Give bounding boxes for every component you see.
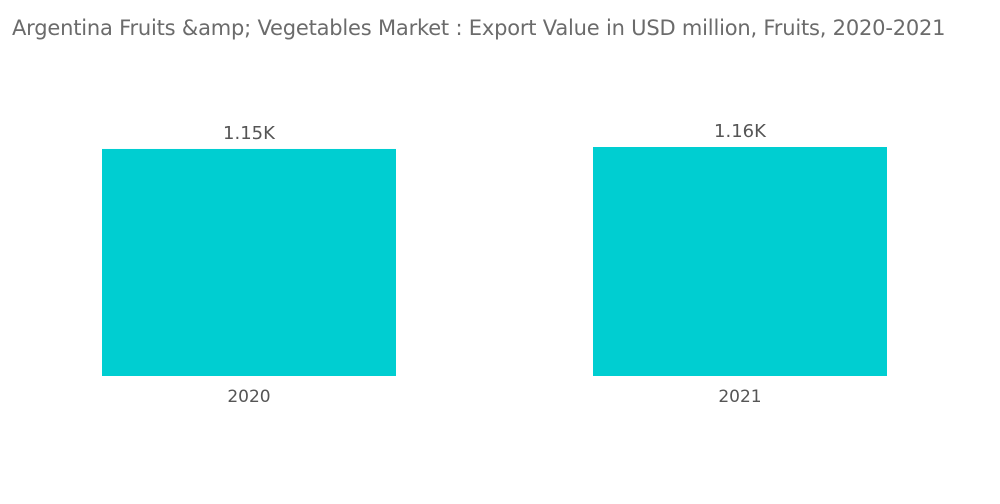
data-label-2020: 1.15K <box>223 123 276 144</box>
x-tick-label-2020: 2020 <box>227 387 270 407</box>
data-label-2021: 1.16K <box>714 121 767 142</box>
bar-2021 <box>593 147 887 376</box>
bar-2020 <box>102 148 396 376</box>
x-tick-label-2021: 2021 <box>718 387 761 407</box>
chart-title: Argentina Fruits &amp; Vegetables Market… <box>12 16 946 40</box>
